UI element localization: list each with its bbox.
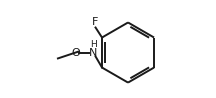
Text: N: N: [89, 48, 97, 58]
Text: F: F: [92, 17, 98, 27]
Text: O: O: [71, 48, 80, 58]
Text: H: H: [91, 40, 97, 49]
